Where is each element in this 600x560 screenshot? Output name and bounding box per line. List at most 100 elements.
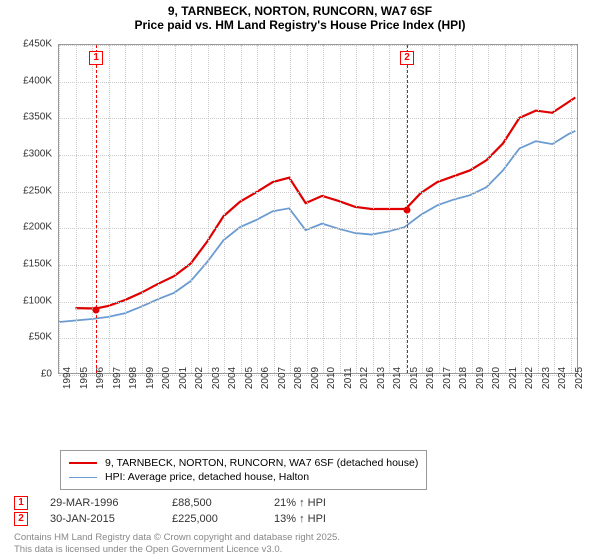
- y-axis-label: £400K: [23, 75, 52, 86]
- gridline-v: [323, 45, 324, 373]
- x-axis-label: 2012: [359, 367, 370, 389]
- marker-dot: [93, 307, 100, 314]
- x-axis-label: 2021: [508, 367, 519, 389]
- gridline-h: [59, 192, 577, 193]
- x-axis-label: 2006: [260, 367, 271, 389]
- gridline-h: [59, 155, 577, 156]
- title-line2: Price paid vs. HM Land Registry's House …: [0, 18, 600, 32]
- title-line1: 9, TARNBECK, NORTON, RUNCORN, WA7 6SF: [0, 4, 600, 18]
- gridline-h: [59, 228, 577, 229]
- gridline-v: [307, 45, 308, 373]
- x-axis-label: 2010: [326, 367, 337, 389]
- transaction-table: 1 29-MAR-1996 £88,500 21% ↑ HPI 2 30-JAN-2015…: [14, 494, 374, 528]
- gridline-v: [554, 45, 555, 373]
- gridline-v: [59, 45, 60, 373]
- y-axis-label: £350K: [23, 112, 52, 123]
- row-price: £225,000: [172, 513, 252, 525]
- x-axis-label: 2011: [343, 367, 354, 389]
- title-block: 9, TARNBECK, NORTON, RUNCORN, WA7 6SF Pr…: [0, 0, 600, 32]
- gridline-v: [439, 45, 440, 373]
- y-axis-label: £150K: [23, 259, 52, 270]
- marker-dot: [403, 207, 410, 214]
- gridline-h: [59, 118, 577, 119]
- table-row: 1 29-MAR-1996 £88,500 21% ↑ HPI: [14, 496, 374, 510]
- y-axis-label: £250K: [23, 185, 52, 196]
- row-diff: 21% ↑ HPI: [274, 497, 374, 509]
- gridline-v: [373, 45, 374, 373]
- gridline-v: [158, 45, 159, 373]
- row-date: 29-MAR-1996: [50, 497, 150, 509]
- x-axis-label: 2007: [277, 367, 288, 389]
- gridline-v: [142, 45, 143, 373]
- x-axis-label: 2004: [227, 367, 238, 389]
- gridline-v: [125, 45, 126, 373]
- x-axis-label: 2025: [574, 367, 585, 389]
- footnote-line2: This data is licensed under the Open Gov…: [14, 544, 340, 556]
- x-axis-label: 1994: [62, 367, 73, 389]
- row-marker: 2: [14, 512, 28, 526]
- y-axis-label: £450K: [23, 39, 52, 50]
- x-axis-label: 2015: [409, 367, 420, 389]
- x-axis-label: 2002: [194, 367, 205, 389]
- x-axis-label: 2024: [557, 367, 568, 389]
- y-axis-label: £50K: [29, 332, 52, 343]
- row-marker: 1: [14, 496, 28, 510]
- gridline-v: [455, 45, 456, 373]
- x-axis-label: 1997: [112, 367, 123, 389]
- row-date: 30-JAN-2015: [50, 513, 150, 525]
- gridline-v: [274, 45, 275, 373]
- x-axis-label: 1995: [79, 367, 90, 389]
- gridline-v: [224, 45, 225, 373]
- marker-vline: [96, 45, 97, 373]
- legend-item: 9, TARNBECK, NORTON, RUNCORN, WA7 6SF (d…: [69, 457, 418, 469]
- legend-swatch: [69, 462, 97, 464]
- gridline-v: [505, 45, 506, 373]
- y-axis-label: £0: [41, 369, 52, 380]
- gridline-h: [59, 45, 577, 46]
- x-axis-label: 2005: [244, 367, 255, 389]
- x-axis-label: 2017: [442, 367, 453, 389]
- table-row: 230-JAN-2015£225,00013% ↑ HPI: [14, 512, 374, 526]
- gridline-v: [208, 45, 209, 373]
- chart-lines: [59, 45, 577, 373]
- gridline-h: [59, 302, 577, 303]
- gridline-v: [76, 45, 77, 373]
- gridline-h: [59, 338, 577, 339]
- x-axis-label: 2013: [376, 367, 387, 389]
- footnote: Contains HM Land Registry data © Crown c…: [14, 532, 340, 556]
- x-axis-label: 2000: [161, 367, 172, 389]
- x-axis-label: 2020: [491, 367, 502, 389]
- gridline-v: [538, 45, 539, 373]
- y-axis-label: £300K: [23, 149, 52, 160]
- plot-area: 12: [58, 44, 578, 374]
- gridline-v: [571, 45, 572, 373]
- gridline-v: [521, 45, 522, 373]
- x-axis-label: 1998: [128, 367, 139, 389]
- gridline-v: [175, 45, 176, 373]
- legend-item: HPI: Average price, detached house, Halt…: [69, 471, 418, 483]
- x-axis-label: 2018: [458, 367, 469, 389]
- marker-label: 1: [89, 51, 103, 65]
- gridline-v: [356, 45, 357, 373]
- series-price_paid: [75, 97, 575, 308]
- x-axis-label: 2019: [475, 367, 486, 389]
- x-axis-label: 2022: [524, 367, 535, 389]
- y-axis-label: £100K: [23, 295, 52, 306]
- gridline-v: [389, 45, 390, 373]
- gridline-v: [340, 45, 341, 373]
- x-axis-label: 2023: [541, 367, 552, 389]
- marker-label: 2: [400, 51, 414, 65]
- chart: 12 £0£50K£100K£150K£200K£250K£300K£350K£…: [8, 40, 592, 410]
- row-price: £88,500: [172, 497, 252, 509]
- x-axis-label: 2003: [211, 367, 222, 389]
- footnote-line1: Contains HM Land Registry data © Crown c…: [14, 532, 340, 544]
- x-axis-label: 1996: [95, 367, 106, 389]
- gridline-v: [422, 45, 423, 373]
- gridline-v: [290, 45, 291, 373]
- x-axis-label: 2001: [178, 367, 189, 389]
- legend-label: 9, TARNBECK, NORTON, RUNCORN, WA7 6SF (d…: [105, 457, 418, 469]
- legend: 9, TARNBECK, NORTON, RUNCORN, WA7 6SF (d…: [60, 450, 427, 490]
- legend-swatch: [69, 477, 97, 478]
- x-axis-label: 1999: [145, 367, 156, 389]
- gridline-v: [109, 45, 110, 373]
